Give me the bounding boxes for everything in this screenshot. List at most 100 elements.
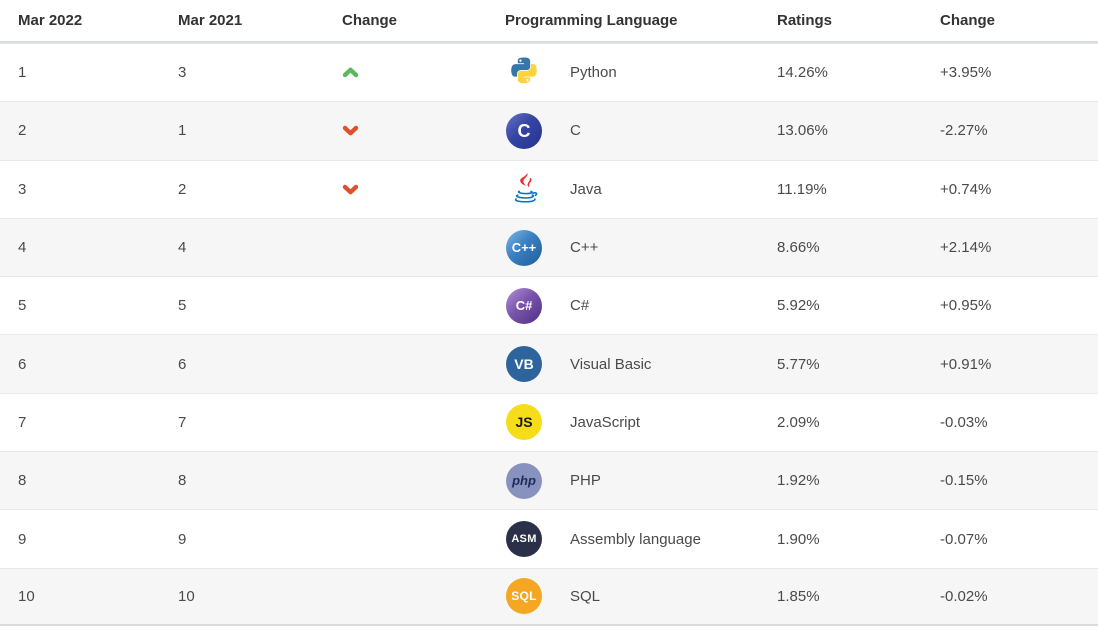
header-rank-2021: Mar 2021 — [178, 12, 243, 29]
rank-2021: 6 — [178, 355, 187, 373]
php-logo-icon: php — [505, 462, 543, 500]
ratings-value: 8.66% — [777, 239, 820, 257]
language-label: C++ — [570, 239, 599, 257]
cpp-badge: C++ — [506, 229, 542, 266]
ratings-value: 13.06% — [777, 122, 828, 140]
ratings-value: 1.92% — [777, 472, 820, 490]
table-header-row: Mar 2022 Mar 2021 Change Programming Lan… — [0, 0, 1098, 43]
js-badge: JS — [506, 404, 542, 441]
ratings-value: 11.19% — [777, 180, 827, 198]
table-row-cpp: 4 4 C++ C++ 8.66% +2.14% — [0, 217, 1098, 277]
rank-2022: 2 — [18, 122, 27, 140]
change-value: +0.91% — [940, 355, 992, 373]
sql-logo-icon: SQL — [505, 577, 543, 615]
header-language: Programming Language — [505, 12, 678, 29]
change-value: -0.15% — [940, 472, 988, 490]
table-row-visual-basic: 6 6 VB Visual Basic 5.77% +0.91% — [0, 334, 1098, 393]
sql-badge: SQL — [506, 578, 542, 615]
rank-2021: 3 — [178, 64, 187, 82]
table-row-assembly: 9 9 ASM Assembly language 1.90% -0.07% — [0, 509, 1098, 567]
table-row-python: 1 3 Python 14.26% +3.95% — [0, 43, 1098, 101]
rank-2022: 3 — [18, 180, 27, 198]
rank-2022: 6 — [18, 355, 27, 373]
language-cell: VB Visual Basic — [505, 345, 777, 383]
language-label: Visual Basic — [570, 355, 652, 373]
table-row-c: 2 1 C C 13.06% -2.27% — [0, 101, 1098, 160]
language-label: Assembly language — [570, 530, 701, 548]
trend-up-icon — [342, 67, 359, 78]
c-logo-icon: C — [505, 112, 543, 150]
ratings-value: 5.77% — [777, 355, 820, 373]
csharp-badge: C# — [506, 287, 542, 324]
change-value: -0.03% — [940, 413, 988, 431]
php-badge: php — [506, 462, 542, 499]
rank-2021: 8 — [178, 472, 187, 490]
table-row-javascript: 7 7 JS JavaScript 2.09% -0.03% — [0, 392, 1098, 451]
vb-badge: VB — [506, 346, 542, 383]
asm-badge: ASM — [506, 521, 542, 558]
header-change-pct: Change — [940, 12, 996, 29]
table-row-csharp: 5 5 C# C# 5.92% +0.95% — [0, 276, 1098, 334]
rank-2022: 9 — [18, 530, 27, 548]
language-label: C# — [570, 297, 590, 315]
language-cell: php PHP — [505, 462, 777, 500]
language-cell: C# C# — [505, 287, 777, 325]
language-cell: Python — [505, 54, 777, 92]
language-cell: ASM Assembly language — [505, 520, 777, 558]
change-value: +0.95% — [940, 297, 992, 315]
language-label: Java — [570, 180, 602, 198]
cpp-logo-icon: C++ — [505, 229, 543, 267]
trend-down-icon — [342, 184, 359, 195]
rank-2022: 10 — [18, 587, 35, 605]
trend-cell — [342, 67, 505, 78]
ratings-value: 1.85% — [777, 587, 820, 605]
ratings-value: 5.92% — [777, 297, 820, 315]
ratings-value: 2.09% — [777, 413, 820, 431]
trend-down-icon — [342, 126, 359, 136]
change-value: +0.74% — [940, 180, 992, 198]
rank-2021: 4 — [178, 239, 187, 257]
rank-2022: 1 — [18, 64, 27, 82]
language-label: PHP — [570, 472, 601, 490]
change-value: -2.27% — [940, 122, 988, 140]
language-cell: C C — [505, 112, 777, 150]
language-label: C — [570, 122, 581, 140]
c-badge: C — [506, 112, 542, 149]
rank-2022: 4 — [18, 239, 27, 257]
header-change-arrow: Change — [342, 12, 398, 29]
language-cell: SQL SQL — [505, 577, 777, 615]
header-rank-2022: Mar 2022 — [18, 12, 83, 29]
language-cell: C++ C++ — [505, 229, 777, 267]
table-row-php: 8 8 php PHP 1.92% -0.15% — [0, 451, 1098, 510]
table-row-sql: 10 10 SQL SQL 1.85% -0.02% — [0, 567, 1098, 626]
rank-2021: 1 — [178, 122, 187, 140]
trend-cell — [342, 184, 505, 195]
ratings-value: 14.26% — [777, 64, 828, 82]
rank-2021: 7 — [178, 413, 187, 431]
rank-2021: 9 — [178, 530, 187, 548]
change-value: +2.14% — [940, 239, 992, 257]
rank-2022: 8 — [18, 472, 27, 490]
visual-basic-logo-icon: VB — [505, 345, 543, 383]
rank-2022: 7 — [18, 413, 27, 431]
language-label: JavaScript — [570, 413, 641, 431]
change-value: -0.07% — [940, 530, 988, 548]
rank-2022: 5 — [18, 297, 27, 315]
table-row-java: 3 2 Java 11.19% +0.74% — [0, 159, 1098, 218]
language-label: SQL — [570, 587, 601, 605]
csharp-logo-icon: C# — [505, 287, 543, 325]
header-ratings: Ratings — [777, 12, 833, 29]
change-value: +3.95% — [940, 64, 992, 82]
trend-cell — [342, 125, 505, 136]
rank-2021: 5 — [178, 297, 187, 315]
language-cell: JS JavaScript — [505, 403, 777, 441]
ratings-value: 1.90% — [777, 530, 820, 548]
assembly-logo-icon: ASM — [505, 520, 543, 558]
change-value: -0.02% — [940, 587, 988, 605]
language-label: Python — [570, 64, 617, 82]
java-logo-icon — [505, 170, 543, 208]
rank-2021: 10 — [178, 587, 195, 605]
python-logo-icon — [505, 54, 543, 92]
language-cell: Java — [505, 170, 777, 208]
